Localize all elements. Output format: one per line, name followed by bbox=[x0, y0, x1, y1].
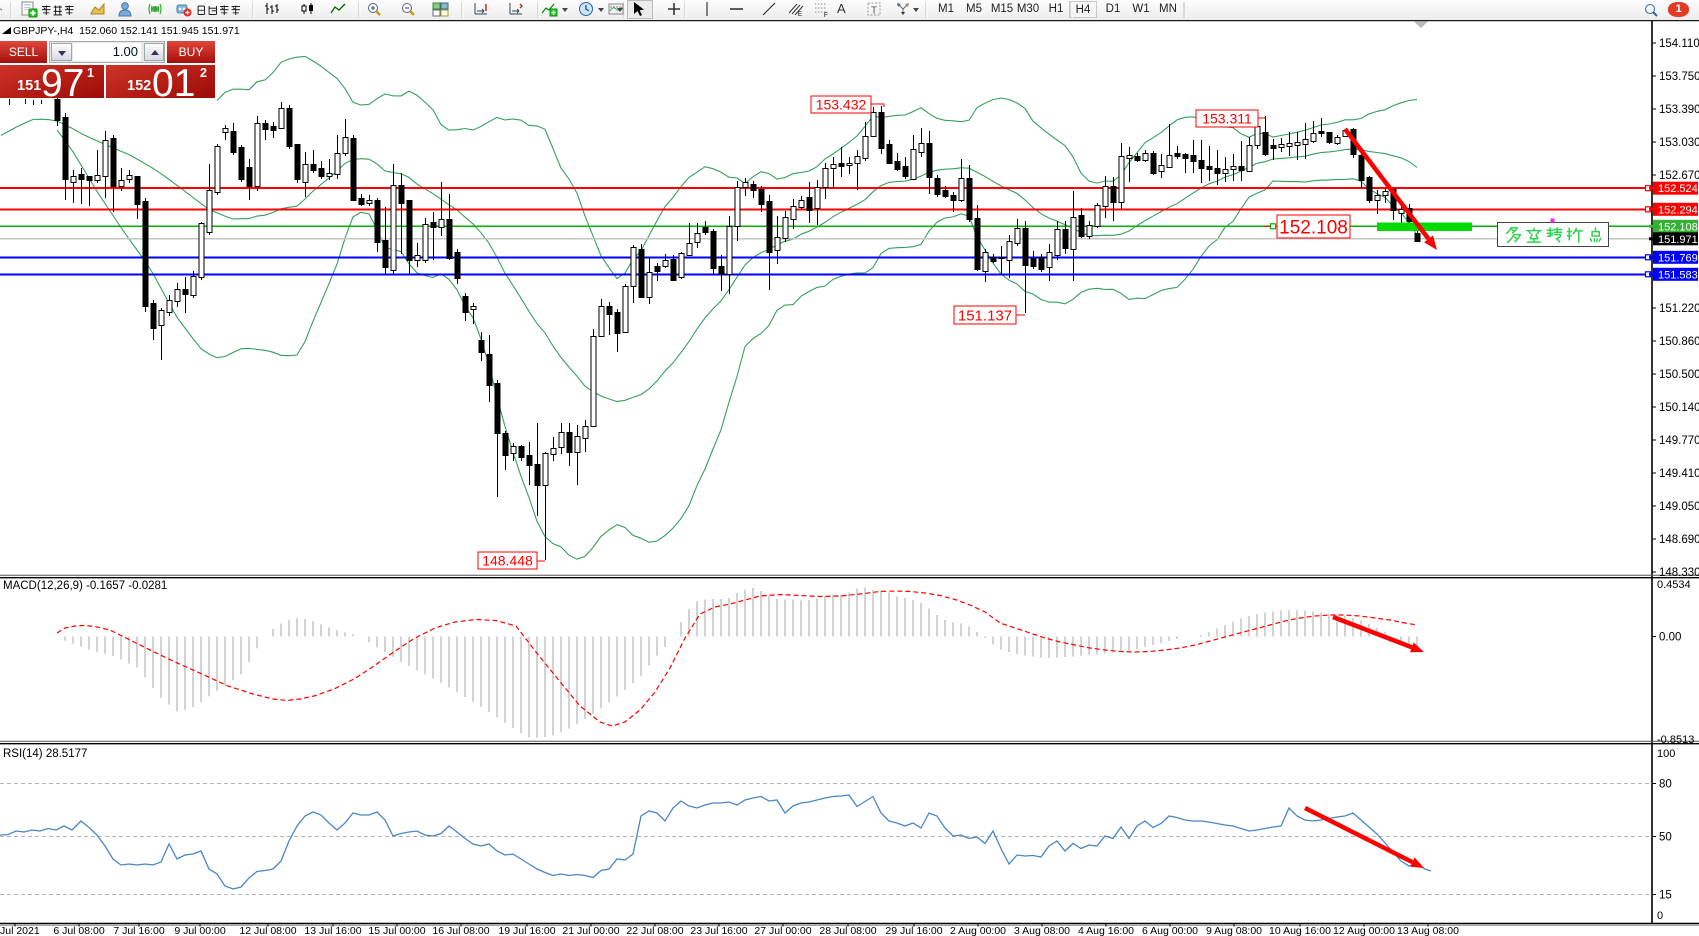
svg-text:16 Jul 08:00: 16 Jul 08:00 bbox=[432, 925, 489, 936]
svg-text:10 Aug 16:00: 10 Aug 16:00 bbox=[1269, 925, 1331, 936]
svg-text:150.500: 150.500 bbox=[1659, 369, 1699, 381]
svg-text:149.770: 149.770 bbox=[1659, 435, 1699, 447]
svg-text:152.524: 152.524 bbox=[1658, 183, 1698, 195]
svg-text:Jul 2021: Jul 2021 bbox=[0, 925, 40, 936]
svg-text:152.108: 152.108 bbox=[1658, 221, 1698, 233]
svg-text:28 Jul 08:00: 28 Jul 08:00 bbox=[819, 925, 876, 936]
svg-text:13 Jul 16:00: 13 Jul 16:00 bbox=[304, 925, 361, 936]
svg-text:148.448: 148.448 bbox=[482, 553, 533, 569]
svg-text:2 Aug 00:00: 2 Aug 00:00 bbox=[950, 925, 1006, 936]
svg-text:29 Jul 16:00: 29 Jul 16:00 bbox=[885, 925, 942, 936]
svg-text:152.294: 152.294 bbox=[1658, 204, 1698, 216]
svg-text:100: 100 bbox=[1657, 748, 1675, 760]
svg-text:4 Aug 16:00: 4 Aug 16:00 bbox=[1078, 925, 1134, 936]
svg-text:151.769: 151.769 bbox=[1658, 252, 1698, 264]
svg-text:7 Jul 16:00: 7 Jul 16:00 bbox=[113, 925, 165, 936]
svg-text:0: 0 bbox=[1657, 910, 1663, 922]
svg-text:15: 15 bbox=[1659, 890, 1672, 902]
svg-text:MACD(12,26,9) -0.1657 -0.0281: MACD(12,26,9) -0.1657 -0.0281 bbox=[3, 580, 167, 592]
svg-text:153.432: 153.432 bbox=[816, 97, 867, 113]
svg-text:3 Aug 08:00: 3 Aug 08:00 bbox=[1014, 925, 1070, 936]
svg-text:9 Jul 00:00: 9 Jul 00:00 bbox=[174, 925, 226, 936]
svg-text:6 Jul 08:00: 6 Jul 08:00 bbox=[53, 925, 105, 936]
svg-text:19 Jul 16:00: 19 Jul 16:00 bbox=[498, 925, 555, 936]
svg-text:149.410: 149.410 bbox=[1659, 468, 1699, 480]
svg-text:6 Aug 00:00: 6 Aug 00:00 bbox=[1142, 925, 1198, 936]
svg-text:148.690: 148.690 bbox=[1659, 534, 1699, 546]
svg-text:15 Jul 00:00: 15 Jul 00:00 bbox=[368, 925, 425, 936]
svg-text:151.971: 151.971 bbox=[1658, 234, 1698, 246]
svg-text:153.390: 153.390 bbox=[1659, 104, 1699, 116]
svg-text:23 Jul 16:00: 23 Jul 16:00 bbox=[690, 925, 747, 936]
svg-text:151.583: 151.583 bbox=[1658, 269, 1698, 281]
svg-text:9 Aug 08:00: 9 Aug 08:00 bbox=[1206, 925, 1262, 936]
svg-text:12 Jul 08:00: 12 Jul 08:00 bbox=[239, 925, 296, 936]
svg-text:12 Aug 00:00: 12 Aug 00:00 bbox=[1333, 925, 1395, 936]
svg-text:21 Jul 00:00: 21 Jul 00:00 bbox=[562, 925, 619, 936]
svg-text:0.00: 0.00 bbox=[1659, 632, 1681, 644]
svg-text:153.311: 153.311 bbox=[1202, 111, 1252, 127]
svg-text:150.140: 150.140 bbox=[1659, 402, 1699, 414]
svg-text:13 Aug 08:00: 13 Aug 08:00 bbox=[1397, 925, 1459, 936]
svg-text:E: E bbox=[798, 12, 802, 18]
svg-text:80: 80 bbox=[1659, 779, 1672, 791]
svg-text:T: T bbox=[871, 6, 877, 17]
svg-text:151.220: 151.220 bbox=[1659, 303, 1699, 315]
svg-text:152.108: 152.108 bbox=[1279, 217, 1348, 238]
svg-text:153.750: 153.750 bbox=[1659, 71, 1699, 83]
svg-text:22 Jul 08:00: 22 Jul 08:00 bbox=[626, 925, 683, 936]
svg-text:149.050: 149.050 bbox=[1659, 501, 1699, 513]
svg-text:148.330: 148.330 bbox=[1659, 567, 1699, 579]
svg-text:150.860: 150.860 bbox=[1659, 336, 1699, 348]
svg-text:151.137: 151.137 bbox=[958, 307, 1012, 324]
svg-text:-0.8513: -0.8513 bbox=[1657, 734, 1694, 746]
svg-text:50: 50 bbox=[1659, 832, 1672, 844]
svg-text:F: F bbox=[824, 13, 828, 18]
svg-text:0.4534: 0.4534 bbox=[1657, 579, 1691, 591]
svg-text:152.670: 152.670 bbox=[1659, 170, 1699, 182]
svg-text:153.030: 153.030 bbox=[1659, 137, 1699, 149]
svg-text:27 Jul 00:00: 27 Jul 00:00 bbox=[754, 925, 811, 936]
svg-text:RSI(14) 28.5177: RSI(14) 28.5177 bbox=[3, 748, 87, 760]
svg-text:154.110: 154.110 bbox=[1659, 38, 1699, 50]
